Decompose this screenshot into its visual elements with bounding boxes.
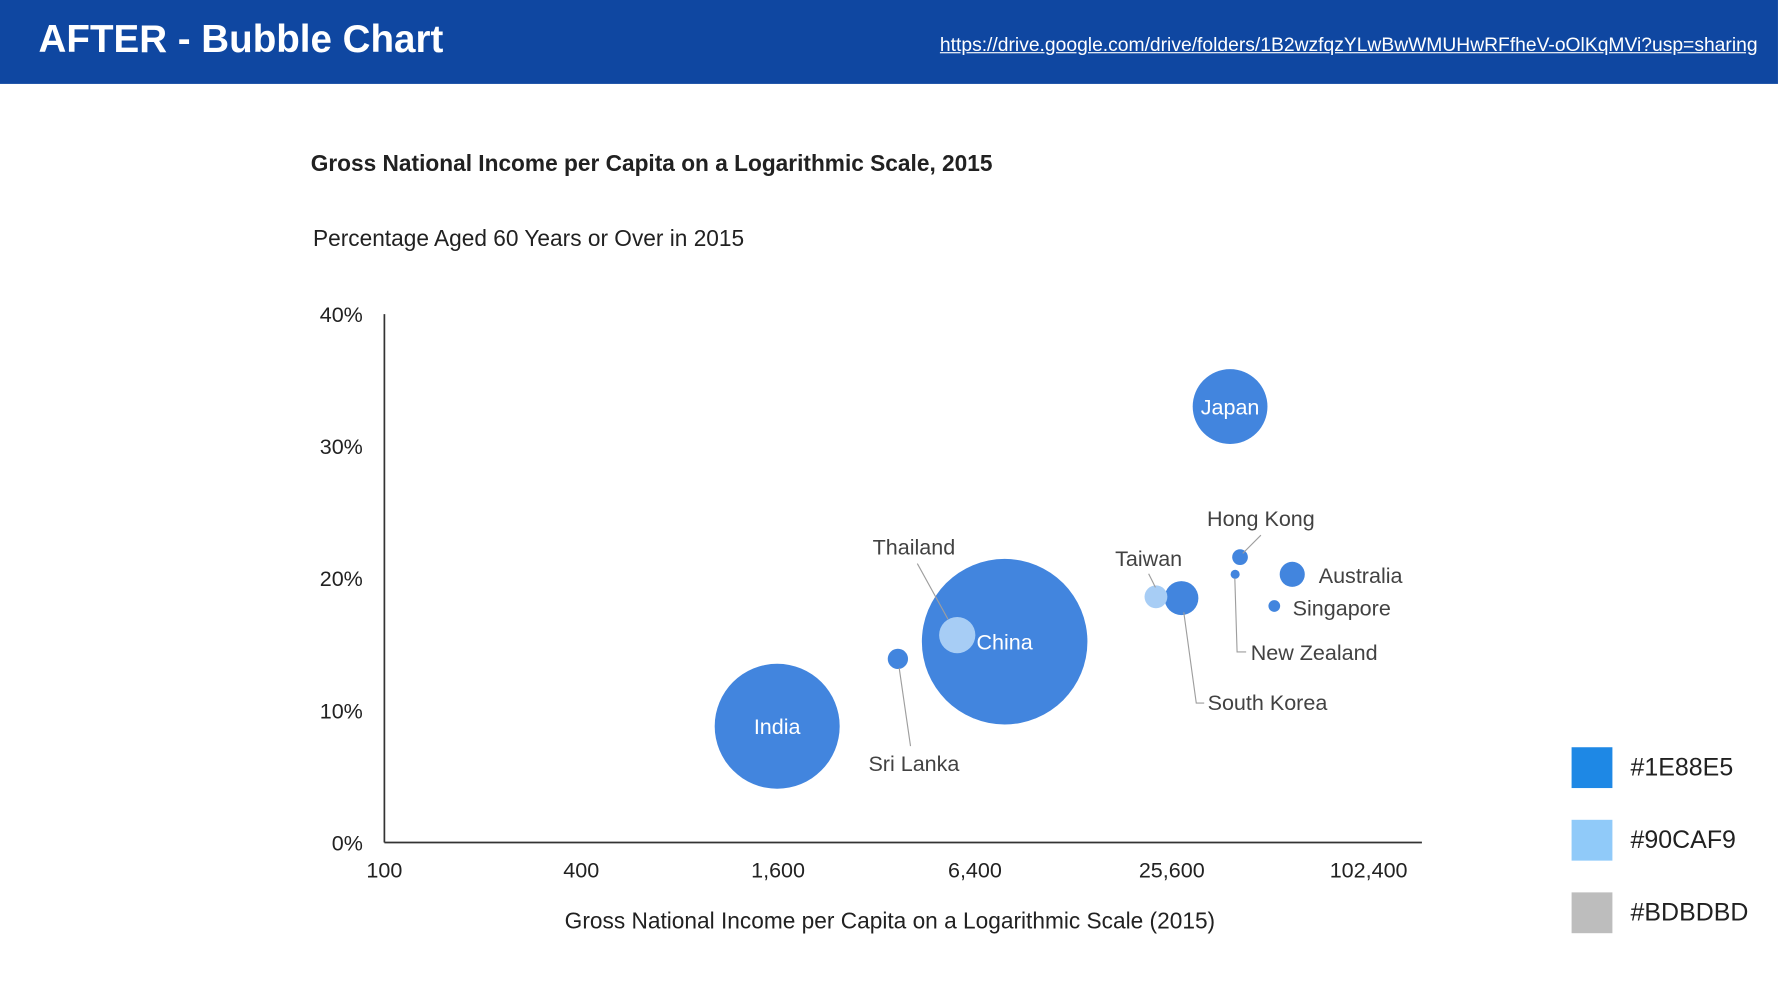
leader-line xyxy=(1242,534,1262,554)
bubble-label: Australia xyxy=(1319,564,1403,588)
bubble-label: Japan xyxy=(1201,395,1260,419)
bubble-india xyxy=(714,663,840,789)
bubble-label: South Korea xyxy=(1208,691,1328,715)
leader-line xyxy=(1148,573,1156,588)
bubble-south-korea xyxy=(1164,581,1199,616)
page-title: AFTER - Bubble Chart xyxy=(38,18,444,62)
bubble-label: Taiwan xyxy=(1115,547,1182,571)
bubble-singapore xyxy=(1268,600,1281,612)
chart-title: Gross National Income per Capita on a Lo… xyxy=(310,151,993,177)
bubble-new-zealand xyxy=(1230,569,1240,579)
bubble-label: India xyxy=(754,715,801,739)
bubble-thailand xyxy=(939,616,976,654)
x-tick-label: 1,600 xyxy=(751,859,805,883)
x-axis-title: Gross National Income per Capita on a Lo… xyxy=(564,909,1216,935)
y-tick-label: 0% xyxy=(332,831,363,855)
bubble-taiwan xyxy=(1144,585,1168,609)
bubble-label: China xyxy=(977,631,1033,655)
y-tick-label: 30% xyxy=(320,435,363,459)
y-axis-title: Percentage Aged 60 Years or Over in 2015 xyxy=(312,226,745,252)
bubble-australia xyxy=(1279,561,1305,587)
leader-line xyxy=(1234,578,1247,653)
bubble-sri-lanka xyxy=(887,648,909,670)
bubble-hong-kong xyxy=(1232,549,1248,566)
y-tick-label: 20% xyxy=(320,567,363,591)
bubble-japan xyxy=(1192,369,1268,444)
bubble-label: Sri Lanka xyxy=(868,752,959,776)
bubble-label: Hong Kong xyxy=(1207,507,1315,531)
legend-swatch xyxy=(1571,747,1613,789)
legend-label: #BDBDBD xyxy=(1630,898,1749,927)
bubble-label: Thailand xyxy=(873,535,956,559)
y-tick-label: 40% xyxy=(320,303,363,327)
legend-label: #90CAF9 xyxy=(1630,825,1736,854)
legend-label: #1E88E5 xyxy=(1630,752,1734,782)
x-tick-label: 100 xyxy=(366,859,402,883)
drive-link[interactable]: https://drive.google.com/drive/folders/1… xyxy=(939,34,1758,56)
legend-swatch xyxy=(1571,819,1613,861)
leader-line xyxy=(1183,612,1205,704)
x-tick-label: 6,400 xyxy=(948,859,1002,883)
leader-line xyxy=(916,563,949,620)
header-bar: AFTER - Bubble Chart https://drive.googl… xyxy=(0,0,1778,84)
bubble-label: Singapore xyxy=(1293,597,1391,621)
x-tick-label: 25,600 xyxy=(1139,859,1205,883)
leader-line xyxy=(898,667,912,747)
bubble-label: New Zealand xyxy=(1251,641,1378,665)
x-tick-label: 400 xyxy=(563,859,599,883)
legend-swatch xyxy=(1571,892,1613,934)
y-tick-label: 10% xyxy=(320,699,363,723)
x-tick-label: 102,400 xyxy=(1330,859,1408,883)
bubble-china xyxy=(921,558,1088,725)
